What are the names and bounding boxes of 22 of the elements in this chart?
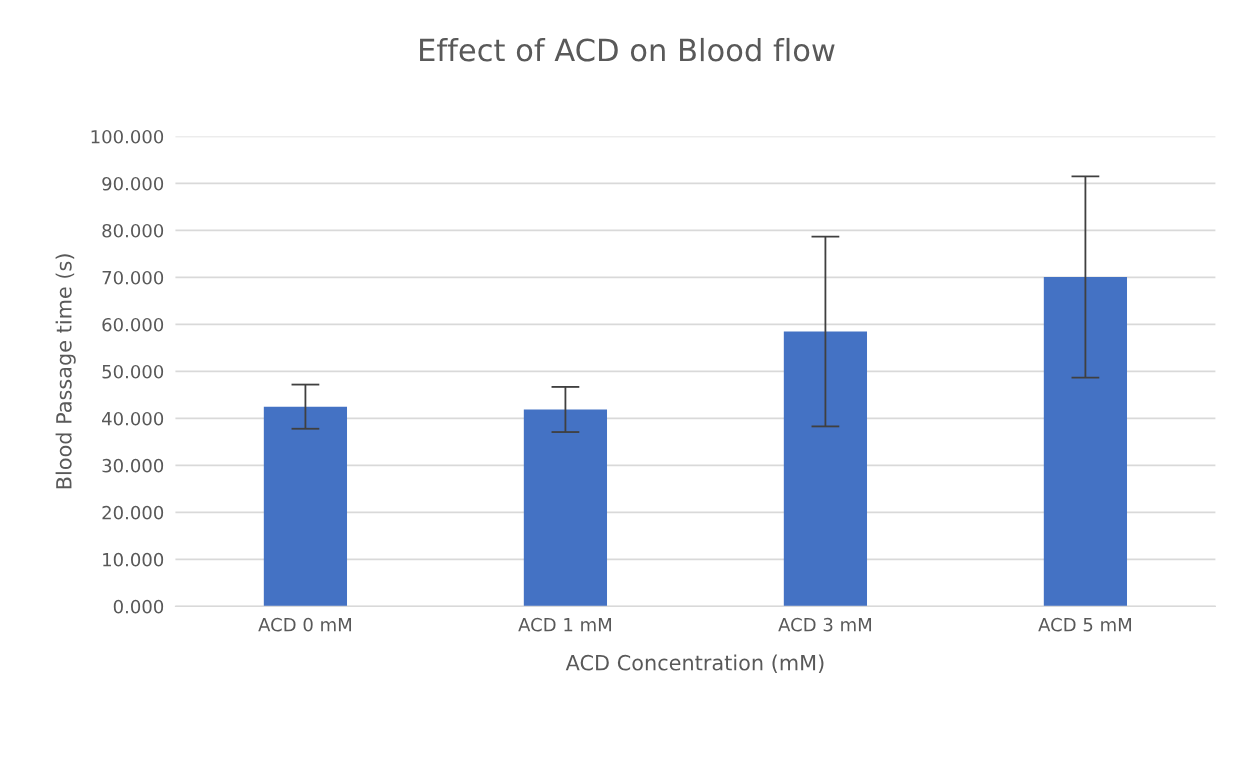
y-tick-label: 40.000 xyxy=(102,411,164,426)
y-tick-label: 50.000 xyxy=(102,364,164,379)
y-tick-label: 80.000 xyxy=(102,223,164,238)
bar xyxy=(783,331,868,607)
bar xyxy=(1043,276,1128,607)
y-tick-label: 10.000 xyxy=(103,552,164,567)
y-tick-label: 70.000 xyxy=(102,270,164,285)
x-tick-label: ACD 0 mM xyxy=(258,617,351,632)
y-tick-label: 90.000 xyxy=(102,176,164,191)
y-axis-title: Blood Passage time (s) xyxy=(55,254,76,489)
x-tick-label: ACD 1 mM xyxy=(518,617,611,632)
chart-title: Effect of ACD on Blood flow xyxy=(420,37,835,62)
y-tick-label: 0.000 xyxy=(113,599,164,614)
y-tick-label: 30.000 xyxy=(102,458,164,473)
bar xyxy=(523,409,608,607)
y-tick-label: 60.000 xyxy=(102,317,164,332)
x-tick-label: ACD 5 mM xyxy=(1038,617,1131,632)
y-tick-label: 20.000 xyxy=(102,505,164,520)
x-axis-title: ACD Concentration (mM) xyxy=(565,654,824,674)
x-tick-label: ACD 3 mM xyxy=(778,617,871,632)
y-tick-label: 100.000 xyxy=(91,129,164,144)
bar xyxy=(263,406,348,607)
